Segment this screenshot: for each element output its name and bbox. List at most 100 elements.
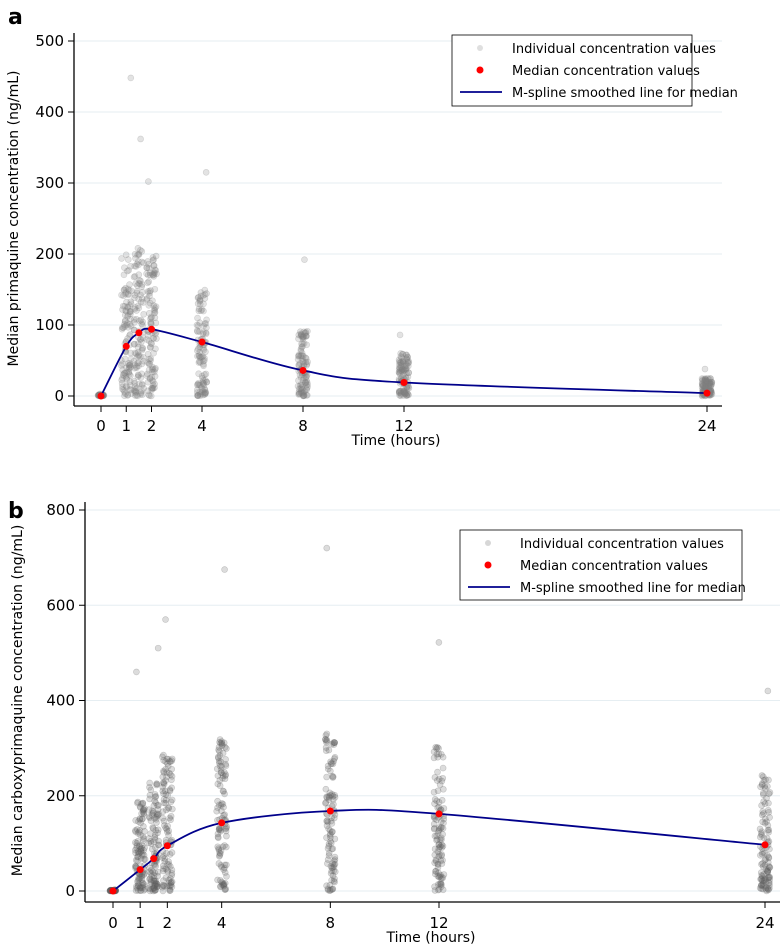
individual-point: [765, 790, 773, 798]
individual-point: [396, 391, 403, 399]
individual-point: [151, 380, 158, 388]
individual-point: [698, 383, 706, 391]
individual-point: [201, 354, 208, 362]
individual-point: [124, 313, 131, 320]
individual-point: [304, 358, 311, 366]
individual-point: [135, 818, 142, 825]
individual-point: [152, 365, 159, 372]
individual-point: [331, 739, 339, 746]
individual-point: [395, 369, 403, 376]
individual-point: [140, 357, 147, 365]
individual-point: [126, 307, 134, 315]
individual-point: [196, 354, 204, 361]
individual-point: [197, 289, 205, 296]
individual-point: [119, 374, 126, 382]
individual-point: [195, 381, 203, 388]
individual-point: [162, 616, 169, 623]
individual-point: [149, 384, 157, 392]
individual-point: [405, 359, 412, 367]
individual-point: [132, 388, 140, 396]
legend-median-marker: [476, 66, 484, 74]
individual-point: [298, 349, 306, 357]
individual-point: [147, 287, 154, 294]
individual-point: [299, 333, 307, 341]
individual-point: [145, 884, 153, 892]
individual-point: [119, 306, 126, 313]
individual-point: [202, 370, 210, 378]
individual-point: [301, 378, 309, 386]
individual-point: [327, 767, 334, 775]
individual-point: [699, 382, 707, 390]
individual-point: [302, 333, 310, 340]
x-axis-label: Time (hours): [386, 930, 476, 946]
individual-point: [152, 330, 159, 338]
individual-point: [153, 780, 160, 787]
x-tick-label: 1: [135, 914, 145, 932]
x-tick-label: 1: [121, 417, 131, 435]
individual-point: [146, 814, 153, 822]
individual-point: [127, 74, 135, 82]
individual-point: [201, 386, 209, 394]
individual-point: [703, 377, 710, 384]
individual-point: [131, 291, 139, 299]
individual-point: [202, 348, 209, 356]
individual-point: [299, 340, 306, 347]
individual-point: [131, 304, 139, 311]
individual-point: [195, 379, 202, 387]
individual-point: [220, 881, 227, 889]
individual-point: [124, 319, 131, 327]
individual-point: [138, 295, 146, 302]
individual-point: [706, 379, 713, 387]
individual-point: [303, 362, 310, 369]
individual-point: [199, 386, 206, 393]
individual-point: [405, 369, 412, 376]
individual-point: [303, 332, 310, 340]
individual-point: [299, 334, 306, 341]
individual-point: [195, 307, 203, 315]
individual-point: [153, 335, 160, 342]
individual-point: [122, 289, 130, 296]
individual-point: [131, 340, 138, 348]
individual-point: [136, 280, 144, 288]
individual-point: [125, 291, 132, 299]
individual-point: [120, 372, 128, 379]
individual-point: [403, 355, 411, 362]
individual-point: [121, 311, 129, 319]
individual-point: [762, 886, 770, 893]
individual-point: [152, 252, 160, 260]
individual-point: [134, 251, 141, 259]
individual-point: [139, 837, 147, 845]
individual-point: [119, 360, 126, 368]
individual-point: [127, 386, 134, 394]
individual-point: [295, 352, 302, 360]
individual-point: [401, 389, 408, 396]
individual-point: [137, 338, 145, 346]
individual-point: [203, 290, 210, 297]
individual-point: [303, 385, 310, 393]
individual-point: [430, 825, 438, 833]
individual-point: [399, 366, 407, 373]
individual-point: [130, 273, 138, 281]
individual-point: [201, 389, 209, 397]
individual-point: [135, 280, 143, 287]
individual-point: [707, 382, 715, 390]
individual-point: [122, 290, 129, 298]
individual-point: [395, 356, 403, 364]
y-tick-label: 400: [46, 692, 75, 710]
individual-point: [121, 390, 129, 397]
individual-point: [297, 385, 304, 393]
individual-point: [133, 364, 140, 372]
individual-point: [203, 316, 210, 324]
x-tick-label: 4: [197, 417, 207, 435]
individual-point: [702, 377, 710, 385]
individual-point: [398, 360, 406, 368]
individual-point: [403, 369, 410, 377]
individual-point: [131, 349, 139, 357]
individual-point: [137, 291, 144, 299]
individual-point: [139, 833, 147, 840]
individual-point: [203, 324, 210, 332]
individual-point: [134, 340, 142, 347]
individual-point: [403, 385, 411, 393]
y-tick-label: 0: [54, 387, 64, 405]
individual-point: [131, 379, 139, 387]
